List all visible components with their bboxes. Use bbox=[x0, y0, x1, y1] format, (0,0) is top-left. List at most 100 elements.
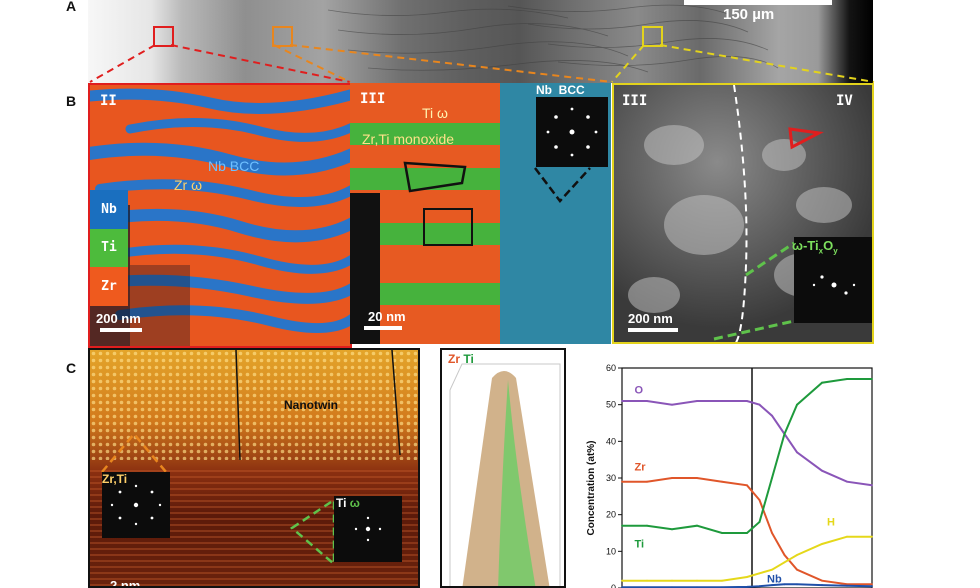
fft-pattern-ti bbox=[354, 516, 382, 542]
y-tick-label-5: 50 bbox=[606, 400, 616, 410]
point-zr-3 bbox=[696, 477, 698, 479]
point-ti-1 bbox=[646, 524, 648, 527]
region-label-iii-sem: III bbox=[622, 93, 648, 109]
point-nb-9 bbox=[796, 583, 798, 586]
point-h-1 bbox=[646, 579, 648, 582]
point-nb-5 bbox=[746, 586, 748, 588]
scalebar-b-mid bbox=[364, 326, 402, 330]
fft-inset-label: Nb BCC bbox=[536, 83, 585, 97]
series-label-h: H bbox=[827, 517, 835, 529]
region-label-iii: III bbox=[360, 91, 386, 107]
y-tick-label-6: 60 bbox=[606, 363, 616, 373]
point-zr-8 bbox=[783, 554, 786, 556]
chart-ylabel: Concentration (at%) bbox=[586, 441, 597, 536]
fft-inset-zrti-label: Zr,Ti bbox=[102, 472, 128, 486]
point-nb-12 bbox=[871, 585, 873, 588]
point-ti-6 bbox=[758, 521, 761, 523]
monoxide-label: Zr,Ti monoxide bbox=[362, 131, 455, 147]
zr-omega-label: Zr ω bbox=[174, 177, 203, 193]
panel-b-letter: B bbox=[66, 93, 77, 109]
omega-label: ω bbox=[349, 496, 360, 510]
panel-c-letter: C bbox=[66, 360, 77, 376]
fft-inset-nb-bcc bbox=[536, 97, 608, 167]
series-label-ti: Ti bbox=[635, 539, 645, 551]
series-line-h bbox=[622, 535, 872, 582]
panel-c-hrtem: Nanotwin Zr,Ti Ti ω 2 nm bbox=[88, 348, 420, 588]
point-h-7 bbox=[771, 568, 773, 571]
y-tick-label-3: 30 bbox=[606, 473, 616, 483]
ti-band-1 bbox=[350, 123, 500, 145]
series-label-o: O bbox=[635, 385, 644, 397]
omega-o-sub-y: y bbox=[833, 246, 838, 256]
point-o-0 bbox=[621, 400, 623, 402]
point-ti-7 bbox=[771, 477, 773, 479]
point-h-6 bbox=[758, 572, 761, 575]
point-ti-5 bbox=[746, 532, 748, 534]
point-zr-5 bbox=[746, 484, 748, 487]
scalebar-c-label: 2 nm bbox=[110, 578, 141, 588]
point-h-2 bbox=[671, 579, 673, 582]
ti-band-3 bbox=[360, 223, 500, 245]
point-ti-8 bbox=[783, 433, 786, 435]
lamellae-texture bbox=[90, 88, 350, 346]
point-h-4 bbox=[721, 579, 723, 582]
ti-omega-label: Ti ω bbox=[422, 105, 448, 121]
point-o-4 bbox=[721, 400, 723, 402]
scalebar-b-left bbox=[100, 328, 142, 332]
point-zr-2 bbox=[671, 477, 673, 479]
omega-ti-text: ω-Ti bbox=[792, 238, 819, 253]
nanotwin-label: Nanotwin bbox=[284, 398, 338, 412]
apt-tip bbox=[449, 363, 561, 586]
point-zr-7 bbox=[771, 532, 773, 534]
panel-b-eds-map-iii: III Ti ω Zr,Ti monoxide Nb BCC 20 nm bbox=[350, 83, 611, 344]
point-nb-7 bbox=[771, 584, 773, 586]
fft-pattern-omega bbox=[812, 275, 856, 295]
legend-zr: Zr bbox=[90, 267, 128, 306]
apt-legend: Zr Ti bbox=[448, 352, 474, 366]
fft-pattern-zrti bbox=[110, 484, 162, 526]
concentration-profile-chart: Concentration (at%) 0 10 20 30 40 50 60 O Zr Ti H N… bbox=[586, 363, 873, 588]
point-nb-6 bbox=[758, 585, 761, 588]
ti-band-2 bbox=[350, 168, 500, 190]
series-label-nb: Nb bbox=[767, 574, 782, 586]
point-h-12 bbox=[871, 535, 873, 538]
legend-nb: Nb bbox=[90, 190, 128, 229]
point-h-3 bbox=[696, 579, 698, 582]
point-ti-12 bbox=[871, 378, 873, 380]
panel-b-eds-map-ii: II Nb BCC Zr ω Nb Ti Zr 200 nm bbox=[88, 83, 352, 348]
point-ti-4 bbox=[721, 532, 723, 534]
apt-legend-ti: Ti bbox=[463, 352, 474, 366]
panel-a-sem-strip: 150 µm bbox=[88, 0, 873, 83]
legend-ti: Ti bbox=[90, 229, 128, 267]
point-zr-12 bbox=[871, 583, 873, 586]
panel-c-apt: Zr Ti bbox=[440, 348, 566, 588]
point-h-0 bbox=[621, 579, 623, 582]
panel-a-scalebar bbox=[684, 0, 832, 5]
vacuum-region bbox=[350, 193, 380, 344]
omega-tixoy-label: ω-TixOy bbox=[792, 238, 838, 256]
roi-box-iii bbox=[272, 26, 293, 47]
point-zr-4 bbox=[721, 480, 723, 483]
point-zr-6 bbox=[758, 499, 761, 501]
nb-bcc-label: Nb BCC bbox=[208, 158, 260, 174]
omega-o-text: O bbox=[823, 238, 834, 253]
point-ti-3 bbox=[696, 524, 698, 527]
point-nb-10 bbox=[821, 584, 823, 586]
omega-ti-sub-x: x bbox=[818, 246, 824, 256]
chart-layer: 0 10 20 30 40 50 60 O Zr Ti H Nb bbox=[606, 363, 873, 588]
scalebar-b-mid-label: 20 nm bbox=[368, 309, 406, 324]
point-ti-10 bbox=[821, 381, 823, 384]
roi-box-iv bbox=[642, 26, 663, 47]
y-tick-label-2: 20 bbox=[606, 510, 616, 520]
point-o-1 bbox=[646, 400, 648, 402]
point-o-6 bbox=[758, 403, 761, 406]
fft-inset-omega-tixoy bbox=[794, 237, 872, 323]
series-label-zr: Zr bbox=[635, 462, 647, 474]
apt-legend-zr: Zr bbox=[448, 352, 460, 366]
point-o-2 bbox=[671, 403, 673, 406]
ti-label: Ti bbox=[336, 496, 347, 510]
fft-pattern bbox=[546, 107, 598, 157]
roi-box-ii bbox=[153, 26, 174, 47]
point-zr-1 bbox=[646, 480, 648, 483]
series-line-o bbox=[622, 400, 873, 487]
